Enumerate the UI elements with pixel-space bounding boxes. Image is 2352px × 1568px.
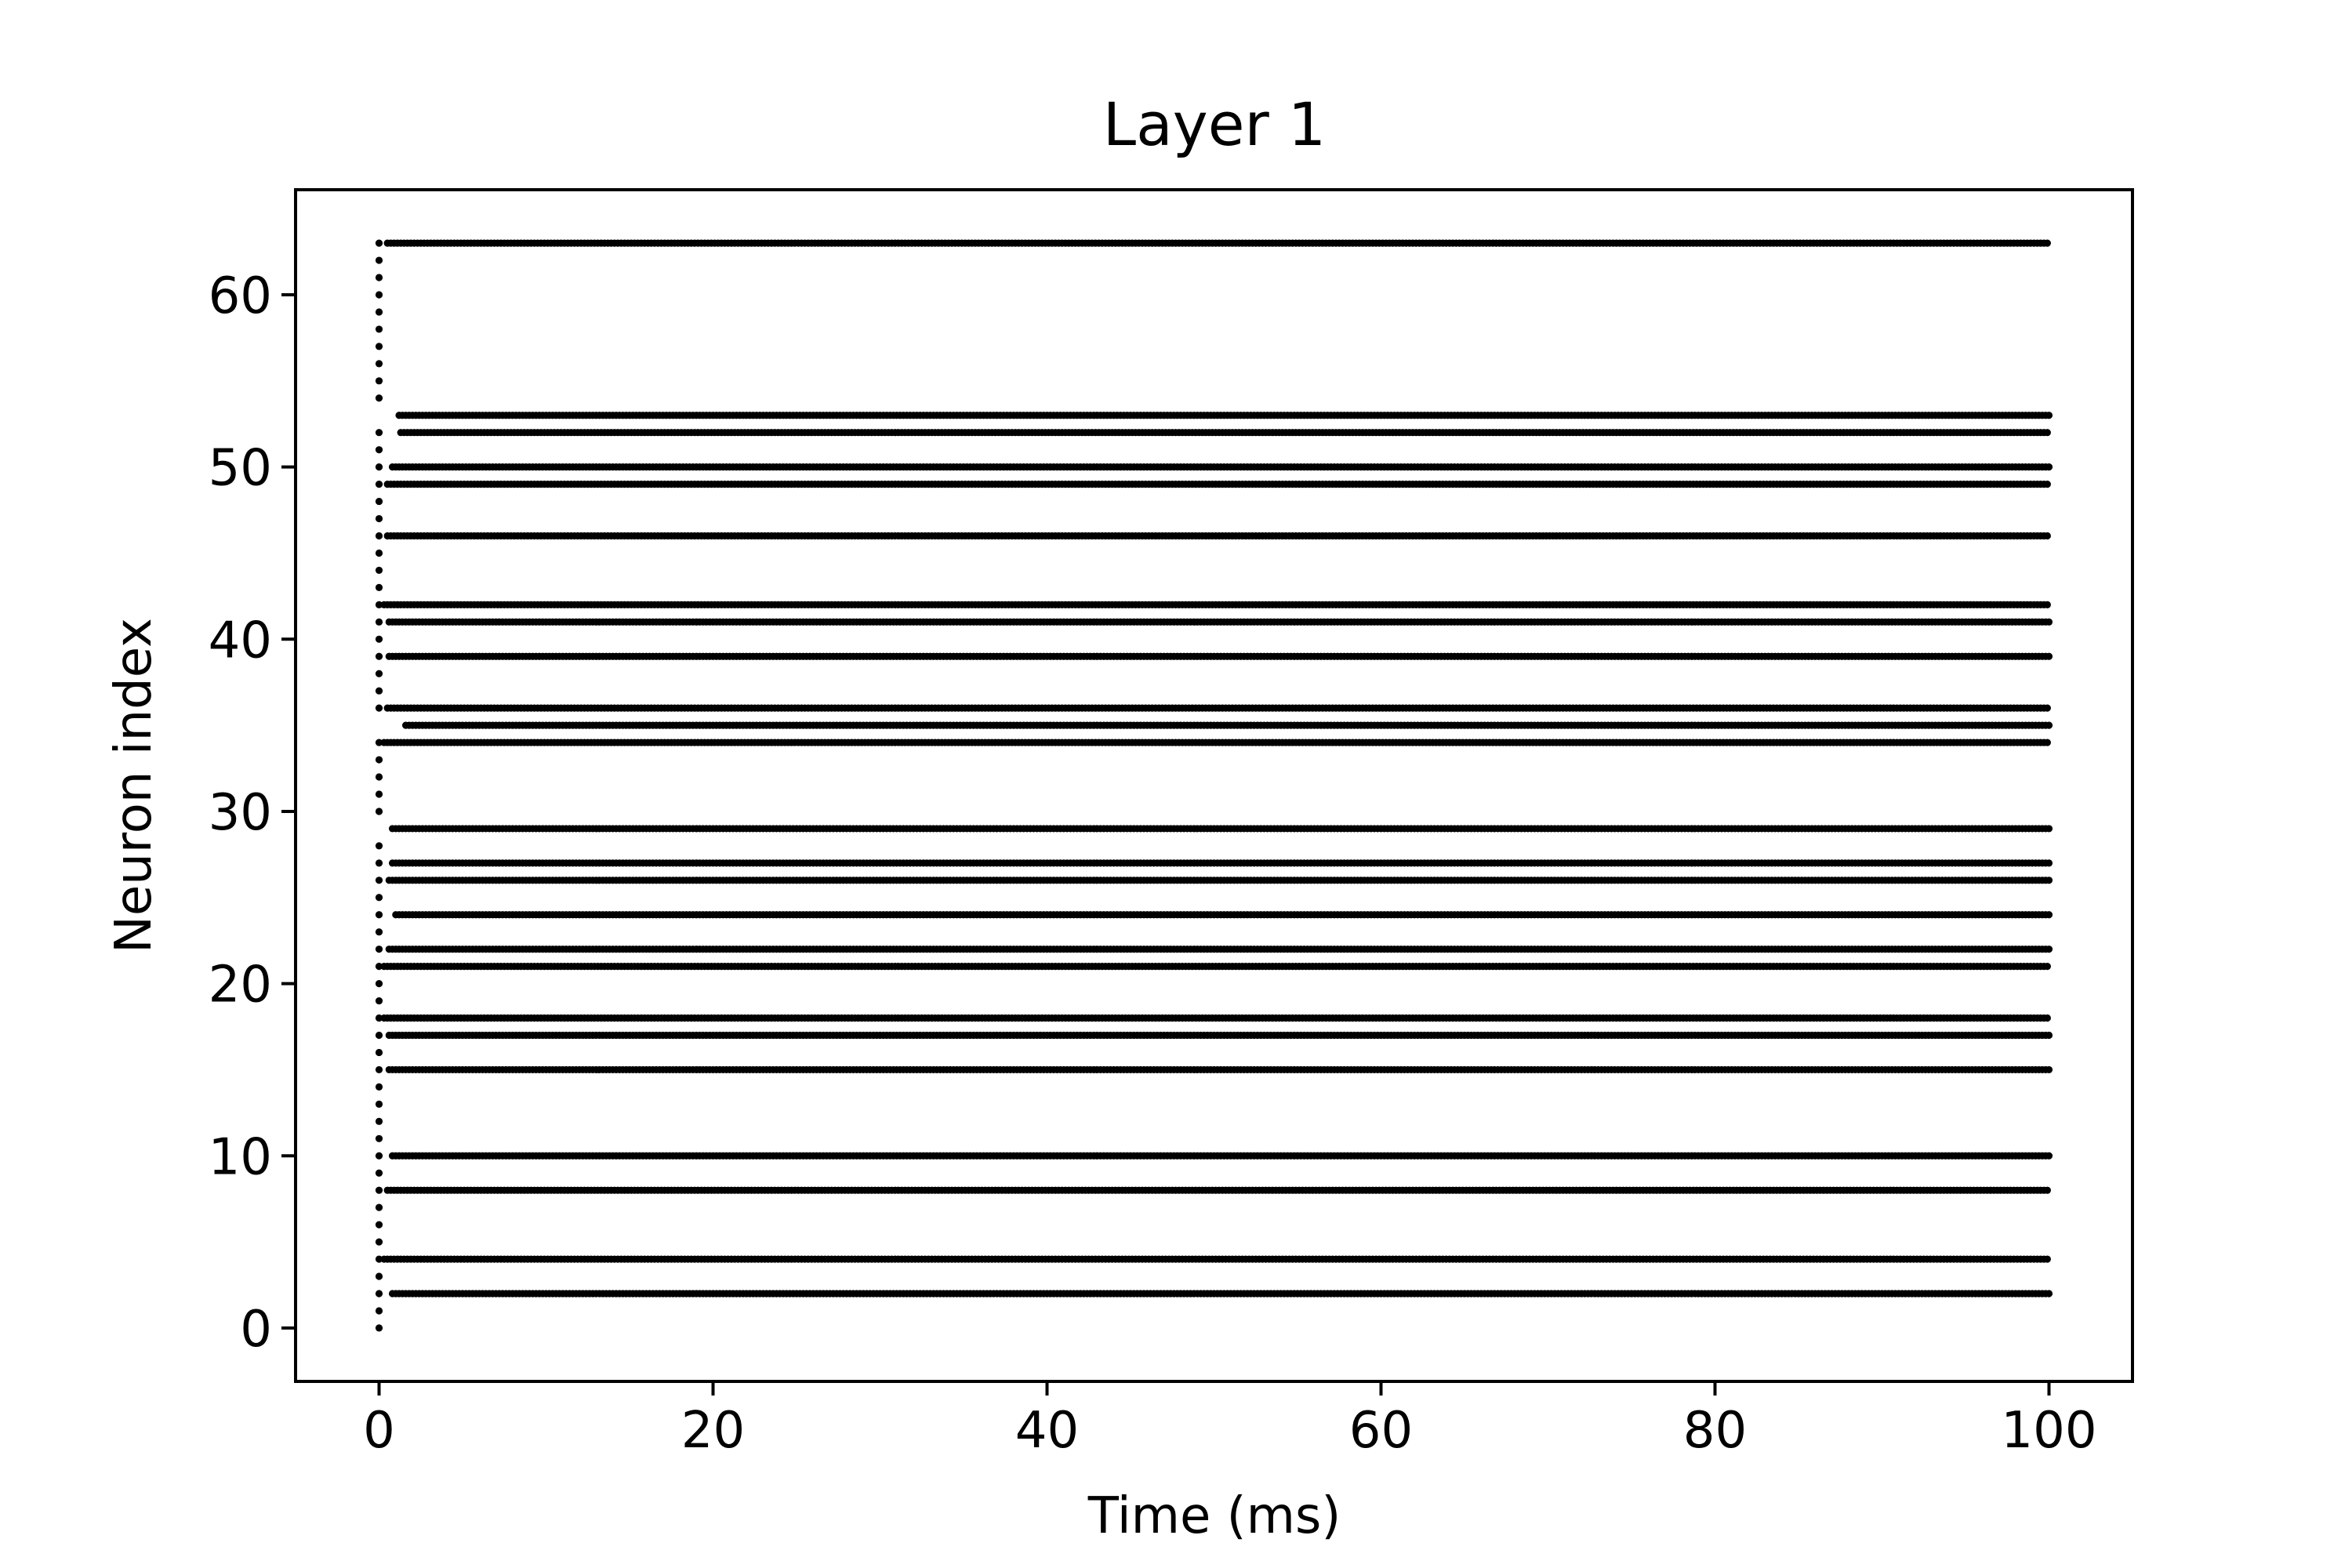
spike-neuron-56 <box>375 360 383 368</box>
spike-neuron-59 <box>375 308 383 316</box>
spike-train-neuron-46 <box>375 532 2051 540</box>
spike-neuron-0 <box>375 1324 383 1332</box>
spike-marker <box>2043 239 2051 247</box>
spike-marker <box>375 618 383 626</box>
spike-train-neuron-39 <box>375 652 2053 660</box>
spike-train-neuron-36 <box>375 704 2051 712</box>
spike-train-neuron-49 <box>375 481 2051 488</box>
spike-neuron-61 <box>375 274 383 281</box>
spike-marker <box>375 704 383 712</box>
spike-neuron-51 <box>375 446 383 454</box>
spike-marker <box>375 239 383 247</box>
spike-neuron-57 <box>375 343 383 350</box>
spike-neuron-37 <box>375 687 383 695</box>
spike-train-neuron-63 <box>375 239 2051 247</box>
spike-marker <box>2045 412 2053 419</box>
spike-marker <box>2043 601 2051 608</box>
spike-neuron-9 <box>375 1169 383 1177</box>
spike-neuron-40 <box>375 635 383 643</box>
spike-neuron-20 <box>375 980 383 988</box>
spike-train-neuron-53 <box>395 412 2053 419</box>
spike-train-neuron-52 <box>375 429 2051 437</box>
spike-neuron-3 <box>375 1272 383 1280</box>
spike-neuron-7 <box>375 1203 383 1211</box>
spike-neuron-11 <box>375 1134 383 1142</box>
spike-neuron-47 <box>375 514 383 523</box>
spike-neuron-55 <box>375 377 383 385</box>
spike-neuron-33 <box>375 756 383 764</box>
spike-marker <box>2045 618 2053 626</box>
spike-neuron-62 <box>375 256 383 264</box>
spike-marker <box>375 463 383 471</box>
spike-neuron-44 <box>375 566 383 575</box>
spike-neuron-25 <box>375 894 383 902</box>
spike-neuron-38 <box>375 670 383 677</box>
spike-neuron-32 <box>375 773 383 781</box>
spike-neuron-48 <box>375 497 383 506</box>
spike-marker <box>375 532 383 540</box>
spike-marker <box>2043 532 2051 540</box>
spike-neuron-30 <box>375 808 383 815</box>
spike-neuron-28 <box>375 842 383 850</box>
spike-marker <box>375 429 383 437</box>
spike-neuron-54 <box>375 394 383 402</box>
spike-markers <box>375 239 2053 1332</box>
spike-marker <box>2043 481 2051 488</box>
spike-neuron-45 <box>375 549 383 557</box>
spike-neuron-43 <box>375 583 383 591</box>
spike-marker <box>2045 652 2053 660</box>
spike-neuron-19 <box>375 996 383 1005</box>
spike-neuron-5 <box>375 1238 383 1246</box>
spike-marker <box>2045 463 2053 471</box>
spike-marker <box>375 652 383 660</box>
spike-neuron-6 <box>375 1221 383 1229</box>
spike-neuron-60 <box>375 291 383 299</box>
spike-neuron-16 <box>375 1048 383 1057</box>
spike-train-neuron-41 <box>375 618 2053 626</box>
spike-neuron-1 <box>375 1307 383 1315</box>
spike-neuron-14 <box>375 1083 383 1091</box>
spike-marker <box>2043 429 2051 437</box>
spike-neuron-31 <box>375 790 383 798</box>
chart-title: Layer 1 <box>1103 89 1326 159</box>
spike-neuron-23 <box>375 928 383 936</box>
spike-neuron-12 <box>375 1117 383 1125</box>
spike-train-neuron-50 <box>375 463 2053 471</box>
spike-train-neuron-42 <box>375 601 2051 608</box>
spike-marker <box>375 481 383 488</box>
spike-neuron-13 <box>375 1100 383 1108</box>
spike-neuron-58 <box>375 325 383 333</box>
